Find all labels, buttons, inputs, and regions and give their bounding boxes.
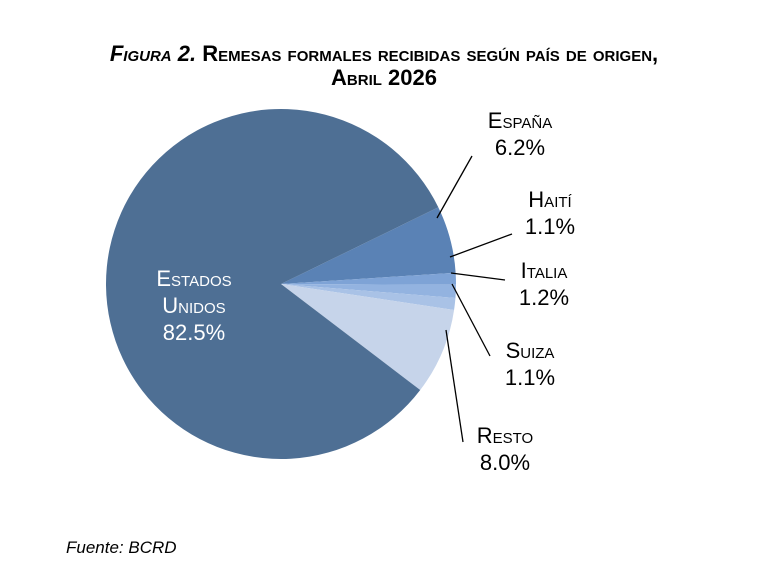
slice-labels: España6.2%Haití1.1%Italia1.2%Suiza1.1%Re… (156, 108, 575, 475)
slice-value-italia: 1.2% (519, 285, 569, 310)
slice-value-suiza: 1.1% (505, 365, 555, 390)
pie-slice-suiza (281, 284, 456, 310)
slice-label-suiza: Suiza (506, 338, 555, 363)
pie-slices (105, 108, 457, 459)
title-line-1: Remesas formales recibidas según país de… (202, 41, 659, 66)
pie-slice-estados_unidos (105, 108, 439, 459)
source-note: Fuente: BCRD (66, 538, 177, 557)
leader-lines (436, 155, 513, 443)
slice-value-resto: 8.0% (480, 450, 530, 475)
slice-value-haiti: 1.1% (525, 214, 575, 239)
pie-slice-haiti (281, 272, 457, 285)
title-line-2: Abril 2026 (331, 65, 437, 90)
slice-label-haiti: Haití (528, 187, 572, 212)
slice-label-estados_unidos-2: Unidos (162, 293, 225, 318)
pie-slice-espana (281, 207, 456, 284)
leader-line-resto (445, 329, 464, 443)
slice-value-estados_unidos: 82.5% (163, 320, 225, 345)
leader-line-italia (450, 272, 506, 281)
chart-title: Figura 2. Remesas formales recibidas seg… (0, 42, 768, 90)
pie-slice-italia (281, 284, 456, 298)
slice-label-italia: Italia (521, 258, 568, 283)
slice-label-resto: Resto (477, 423, 533, 448)
leader-line-haiti (449, 233, 513, 258)
pie-slice-resto (281, 284, 455, 391)
slice-value-espana: 6.2% (495, 135, 545, 160)
leader-line-suiza (451, 283, 491, 357)
slice-label-espana: España (488, 108, 552, 133)
leader-line-espana (436, 155, 473, 219)
slice-label-estados_unidos-1: Estados (156, 266, 231, 291)
figure-label: Figura 2. (109, 41, 197, 66)
